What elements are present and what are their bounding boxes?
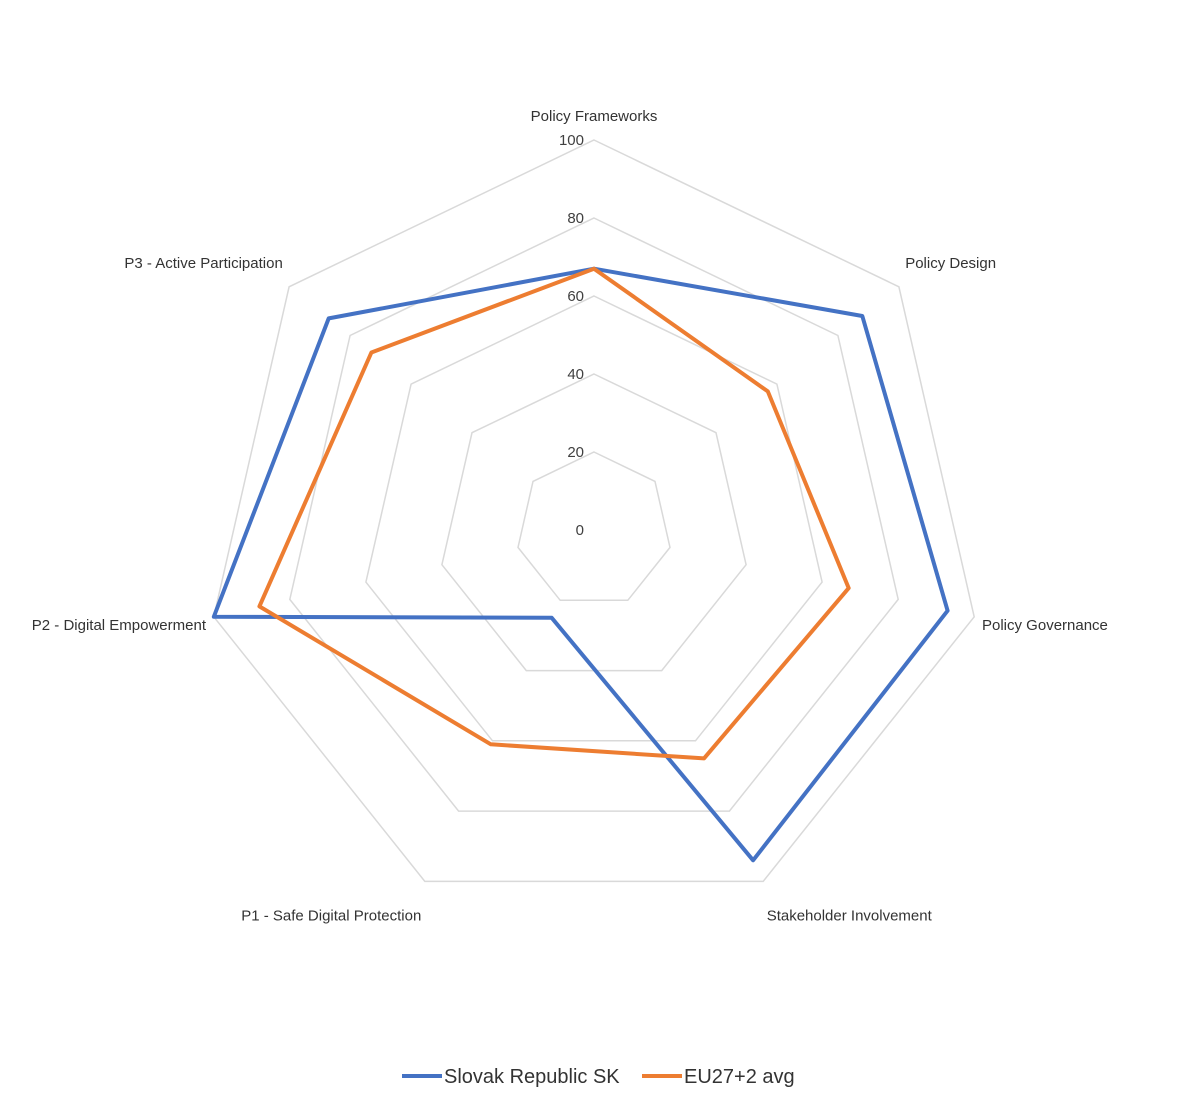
- legend: Slovak Republic SK EU27+2 avg: [402, 1066, 795, 1088]
- radial-tick-label: 100: [559, 132, 584, 149]
- radial-tick-label: 80: [567, 210, 584, 227]
- grid-ring-80: [288, 217, 900, 812]
- radial-tick-label: 0: [576, 522, 584, 539]
- series-line-2: [257, 266, 851, 761]
- legend-label: EU27+2 avg: [684, 1066, 795, 1088]
- category-labels: Policy Frameworks Policy Design Policy Gov…: [32, 108, 1108, 925]
- category-label: Stakeholder Involvement: [767, 908, 933, 925]
- grid-ring-60: [365, 295, 823, 742]
- legend-label: Slovak Republic SK: [444, 1066, 620, 1088]
- radial-tick-label: 60: [567, 288, 584, 305]
- category-label: P1 - Safe Digital Protection: [241, 908, 421, 925]
- radial-ticks: 0 20 40 60 80 100: [559, 132, 584, 539]
- category-label: Policy Frameworks: [531, 108, 658, 125]
- category-label: P3 - Active Participation: [124, 255, 282, 272]
- radial-tick-label: 40: [567, 366, 584, 383]
- grid-ring-20: [517, 451, 671, 602]
- radial-tick-label: 20: [567, 444, 584, 461]
- grid-ring-40: [441, 373, 747, 672]
- grid-ring-100: [212, 139, 976, 883]
- category-label: Policy Governance: [982, 617, 1108, 634]
- category-label: Policy Design: [905, 255, 996, 272]
- series-lines: [211, 266, 950, 863]
- radar-grid: [212, 139, 976, 883]
- series-line-1: [211, 266, 950, 863]
- category-label: P2 - Digital Empowerment: [32, 617, 207, 634]
